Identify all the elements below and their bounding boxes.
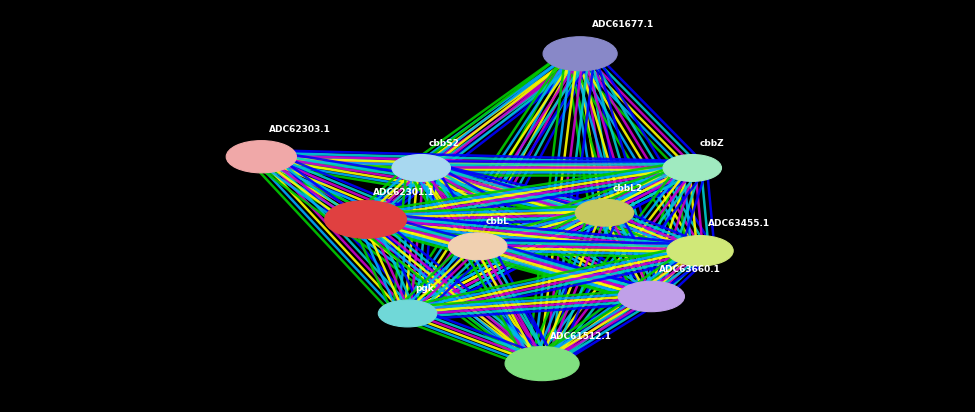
Text: pgk: pgk (415, 284, 434, 293)
Circle shape (505, 346, 579, 381)
Circle shape (226, 140, 296, 173)
Circle shape (618, 281, 684, 312)
Text: ADC62301.1: ADC62301.1 (373, 188, 435, 197)
Circle shape (543, 37, 617, 71)
Text: ADC63660.1: ADC63660.1 (659, 265, 721, 274)
Text: ADC61512.1: ADC61512.1 (550, 332, 612, 341)
Text: cbbS2: cbbS2 (429, 139, 460, 148)
Circle shape (448, 233, 507, 260)
Circle shape (378, 300, 437, 327)
Circle shape (325, 201, 407, 238)
Text: cbbZ: cbbZ (700, 139, 724, 148)
Text: cbbL: cbbL (486, 217, 509, 226)
Text: cbbL2: cbbL2 (612, 184, 643, 192)
Circle shape (575, 199, 634, 226)
Text: ADC62303.1: ADC62303.1 (269, 125, 331, 134)
Circle shape (663, 154, 722, 181)
Circle shape (392, 154, 450, 181)
Text: ADC61677.1: ADC61677.1 (592, 20, 654, 29)
Text: ADC63455.1: ADC63455.1 (708, 220, 770, 228)
Circle shape (667, 236, 733, 266)
